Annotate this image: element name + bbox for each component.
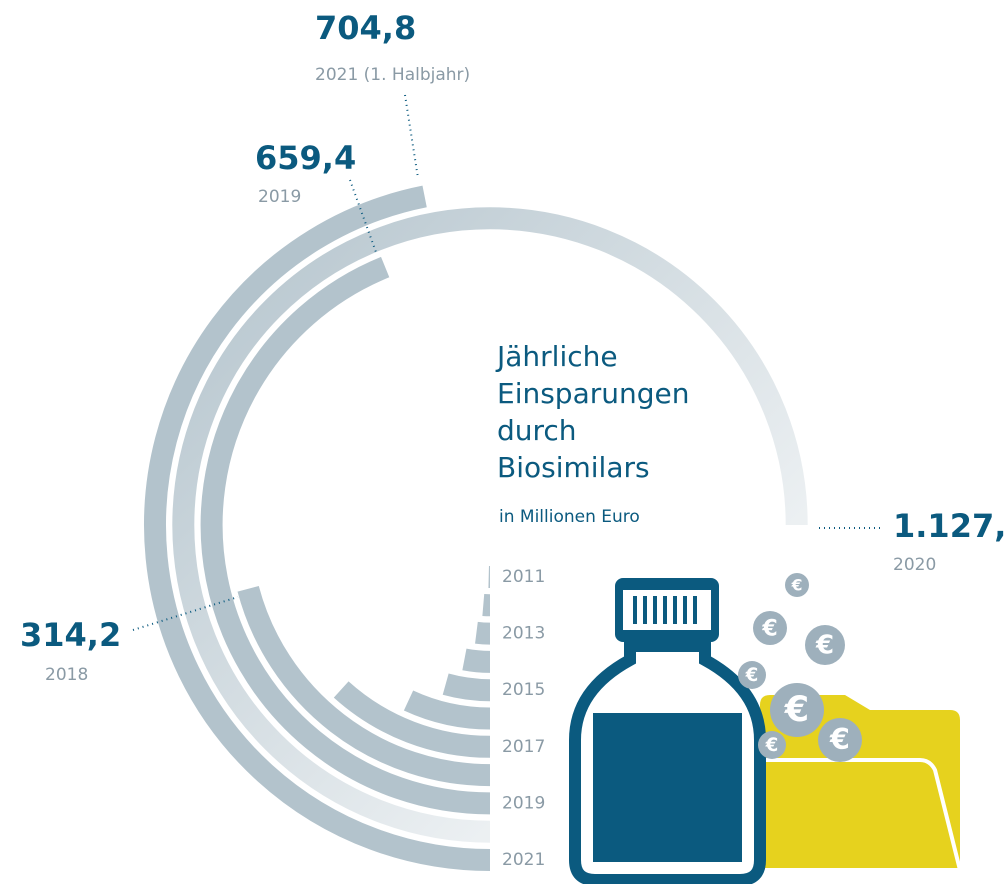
leader-line xyxy=(405,95,418,178)
page: 2011 2013 2015 2017 2019 2021 314,2 2018 659,4 2… xyxy=(0,0,1005,884)
category-label: 2017 xyxy=(502,737,545,757)
value-sublabel: 2019 xyxy=(258,187,301,207)
coin-symbol: € xyxy=(745,665,759,686)
chart-subtitle: in Millionen Euro xyxy=(499,507,640,527)
value-sublabel: 2020 xyxy=(893,555,936,575)
coin-symbol: € xyxy=(815,631,834,661)
value-label: 704,8 xyxy=(315,9,416,47)
value-sublabel: 2018 xyxy=(45,665,88,685)
coin-symbol: € xyxy=(765,735,779,756)
coin-symbol: € xyxy=(829,722,850,756)
category-label: 2013 xyxy=(502,624,545,644)
category-label: 2011 xyxy=(502,567,545,587)
bar xyxy=(446,684,490,690)
value-label: 1.127,7 xyxy=(893,507,1005,545)
category-label: 2015 xyxy=(502,680,545,700)
bar xyxy=(464,659,490,661)
category-label: 2021 xyxy=(502,850,545,870)
category-label: 2019 xyxy=(502,793,545,813)
value-sublabel: 2021 (1. Halbjahr) xyxy=(315,65,470,85)
coin-symbol: € xyxy=(761,616,777,642)
bar xyxy=(409,701,490,719)
bar xyxy=(476,633,490,634)
value-label: 659,4 xyxy=(255,139,356,177)
coin-symbol: € xyxy=(784,689,809,730)
value-label: 314,2 xyxy=(20,616,121,654)
coin-symbol: € xyxy=(791,577,803,595)
chart-title: Jährliche Einsparungen durch Biosimilars xyxy=(497,338,712,486)
